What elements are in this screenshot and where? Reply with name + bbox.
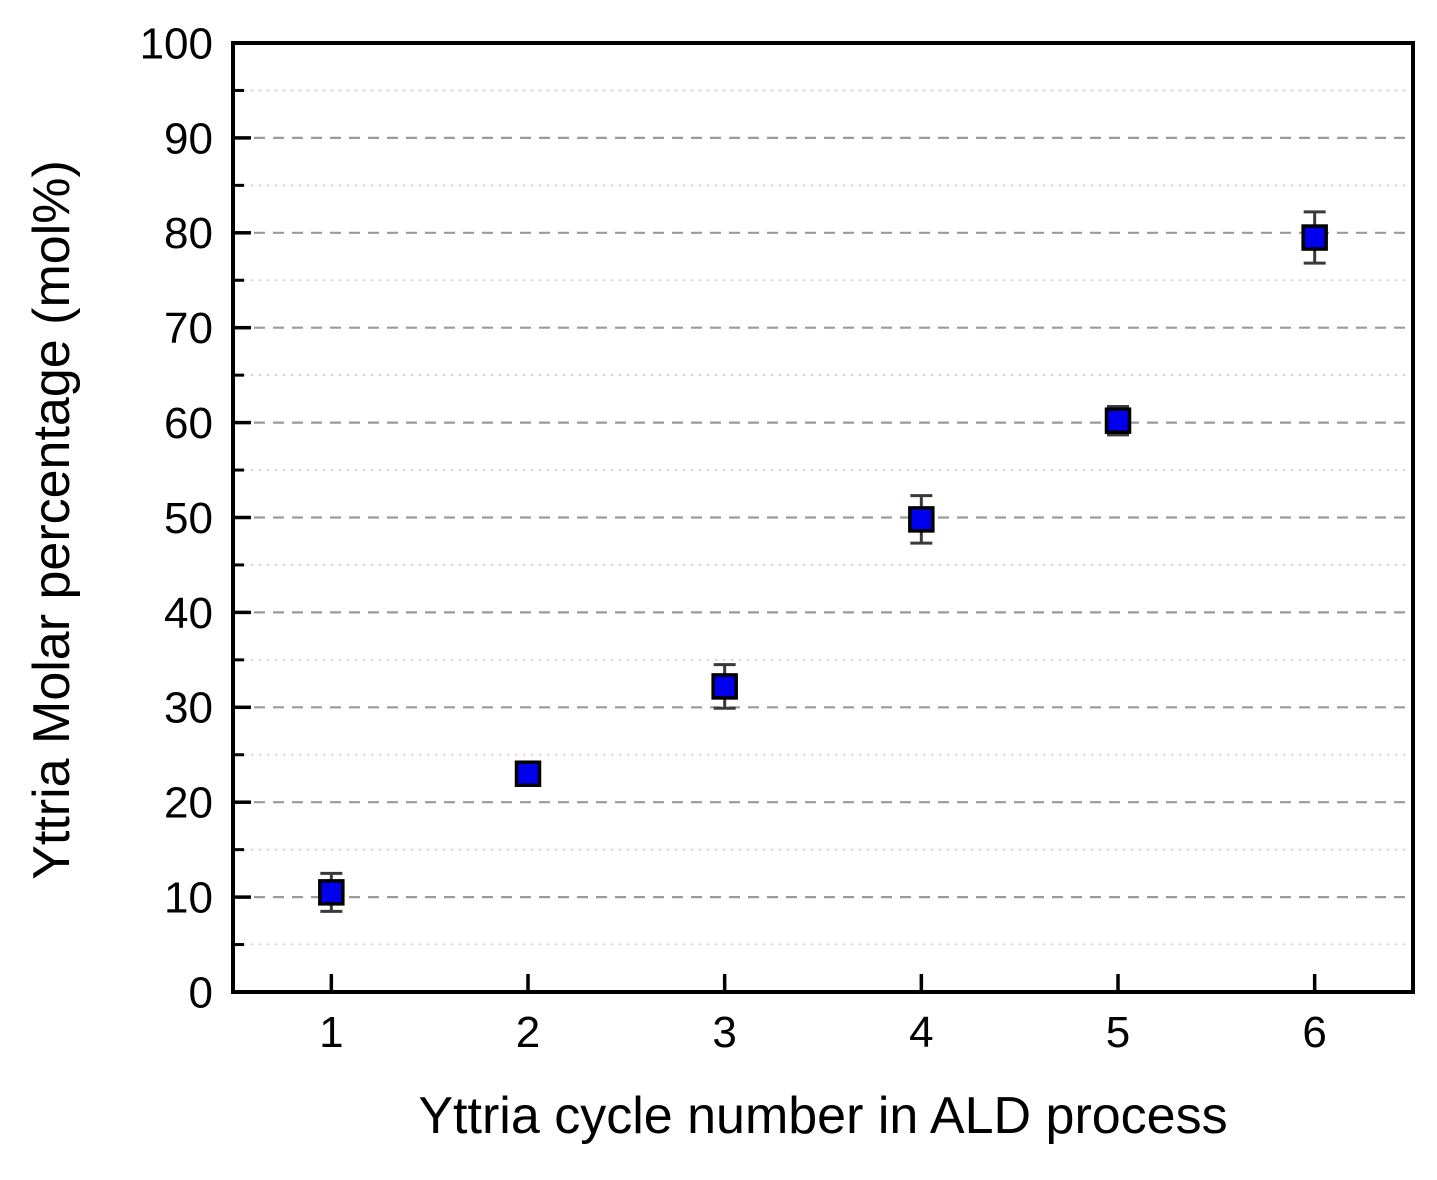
y-tick-label: 50 bbox=[164, 494, 213, 543]
x-axis-title: Yttria cycle number in ALD process bbox=[418, 1087, 1228, 1145]
y-tick-label: 10 bbox=[164, 874, 213, 923]
data-point-marker bbox=[318, 879, 345, 906]
x-tick-label: 1 bbox=[319, 1008, 343, 1057]
x-tick-label: 2 bbox=[516, 1008, 540, 1057]
y-tick-label: 60 bbox=[164, 399, 213, 448]
data-point-marker bbox=[514, 760, 542, 787]
data-point-marker bbox=[908, 506, 935, 533]
y-tick-label: 0 bbox=[189, 968, 213, 1017]
y-axis-title: Yttria Molar percentage (mol%) bbox=[23, 160, 81, 880]
x-tick-label: 4 bbox=[909, 1008, 933, 1057]
y-tick-label: 70 bbox=[164, 304, 213, 353]
x-tick-label: 6 bbox=[1302, 1008, 1326, 1057]
y-tick-label: 20 bbox=[164, 779, 213, 828]
plot-border bbox=[231, 41, 1415, 994]
y-tick-label: 90 bbox=[164, 114, 213, 163]
y-tick-label: 80 bbox=[164, 209, 213, 258]
y-tick-label: 100 bbox=[140, 19, 213, 68]
y-tick-label: 30 bbox=[164, 684, 213, 733]
data-point-marker bbox=[1104, 407, 1132, 434]
data-point-marker bbox=[1301, 224, 1328, 251]
x-tick-label: 3 bbox=[712, 1008, 736, 1057]
x-tick-label: 5 bbox=[1106, 1008, 1130, 1057]
data-point-marker bbox=[711, 673, 738, 700]
y-tick-label: 40 bbox=[164, 589, 213, 638]
